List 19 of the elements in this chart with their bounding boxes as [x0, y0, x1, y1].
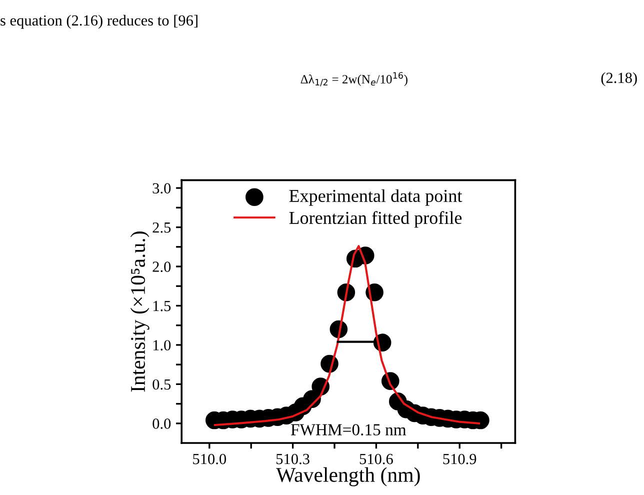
y-tick-label: 1.5: [153, 300, 171, 312]
x-tick-label: 510.6: [360, 454, 393, 464]
text: s equation (2.16) reduces to [96]: [0, 14, 198, 29]
x-tick-label: 510.9: [443, 454, 476, 464]
x-tick-label: 510.3: [276, 454, 310, 464]
y-tick-label: 0.0: [152, 418, 171, 429]
y-tick-label: 0.5: [152, 379, 171, 390]
legend-label: Experimental data point: [289, 189, 462, 206]
annotation: FWHM=0.15 nm: [290, 424, 406, 436]
y-tick-label: 1.0: [153, 340, 171, 350]
text: (2.18): [601, 72, 637, 86]
x-tick-label: 510.0: [193, 454, 226, 464]
y-tick-label: 2.5: [152, 222, 171, 233]
y-tick-label: 2.0: [152, 262, 171, 272]
x-axis-title: Wavelength (nm): [276, 467, 420, 486]
text: Δλ$_{1/2}$ = 2w(N$_{e}$/10$^{16}$): [300, 72, 408, 86]
y-axis-title: Intensity (×10⁵a.u.): [130, 232, 150, 392]
legend-label: Lorentzian fitted profile: [289, 211, 462, 228]
y-tick-label: 3.0: [152, 183, 171, 194]
